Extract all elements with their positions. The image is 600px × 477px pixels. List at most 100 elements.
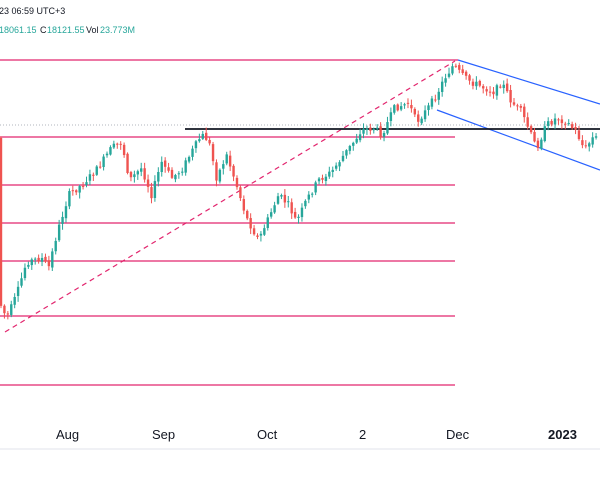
candle-body bbox=[526, 117, 529, 127]
x-tick-label: Aug bbox=[56, 427, 79, 442]
candle bbox=[78, 184, 81, 199]
channel-lower-line[interactable] bbox=[436, 109, 600, 171]
candle-body bbox=[61, 216, 64, 224]
candle bbox=[331, 166, 334, 178]
candle-body bbox=[47, 260, 51, 267]
candle-body bbox=[447, 73, 451, 77]
candle-body bbox=[482, 86, 485, 89]
candle bbox=[23, 263, 27, 281]
candle-body bbox=[0, 137, 3, 306]
candle bbox=[218, 168, 222, 184]
candle-body bbox=[191, 148, 194, 157]
candle bbox=[157, 167, 160, 187]
candle bbox=[311, 192, 314, 198]
candle bbox=[116, 142, 119, 149]
candle bbox=[239, 185, 242, 202]
candle-body bbox=[109, 147, 112, 155]
candle-body bbox=[458, 65, 461, 70]
candle-body bbox=[259, 233, 263, 236]
candle bbox=[523, 103, 526, 123]
candle-body bbox=[44, 256, 47, 262]
candle-body bbox=[533, 131, 536, 142]
candle bbox=[293, 207, 297, 219]
x-tick-label: Dec bbox=[446, 427, 470, 442]
candle bbox=[140, 162, 143, 177]
candle bbox=[509, 84, 512, 108]
candle-body bbox=[136, 171, 139, 175]
candle-body bbox=[222, 164, 225, 169]
candle-body bbox=[355, 138, 358, 143]
candle bbox=[109, 145, 112, 156]
candle-body bbox=[358, 134, 362, 141]
candle bbox=[153, 175, 157, 202]
candle bbox=[246, 209, 249, 221]
candle bbox=[61, 211, 64, 230]
candle-body bbox=[372, 129, 375, 131]
candle bbox=[194, 139, 198, 153]
candle-body bbox=[208, 140, 211, 144]
candle bbox=[198, 133, 201, 143]
candle-body bbox=[297, 216, 300, 218]
candle bbox=[287, 196, 290, 208]
candle bbox=[30, 257, 33, 270]
candle-body bbox=[37, 257, 40, 262]
candle bbox=[475, 76, 478, 90]
candle-body bbox=[246, 210, 249, 219]
candle bbox=[519, 103, 523, 112]
candle-body bbox=[150, 187, 153, 199]
candle bbox=[208, 137, 211, 146]
candle-body bbox=[153, 181, 157, 198]
candle-body bbox=[40, 257, 44, 262]
candle-body bbox=[300, 207, 304, 218]
candle-body bbox=[334, 165, 338, 169]
candle bbox=[533, 127, 536, 143]
candle-body bbox=[194, 141, 198, 149]
candle bbox=[478, 79, 481, 88]
candle-body bbox=[468, 75, 471, 81]
candle-body bbox=[382, 133, 386, 137]
candle-body bbox=[594, 136, 598, 138]
candle bbox=[20, 272, 23, 288]
candle bbox=[362, 123, 365, 139]
candle-body bbox=[57, 224, 61, 241]
candle bbox=[304, 199, 307, 209]
candle bbox=[181, 167, 184, 176]
candle bbox=[570, 121, 574, 130]
candle bbox=[396, 103, 399, 112]
candle-body bbox=[427, 105, 430, 111]
candle bbox=[369, 123, 372, 135]
candle-body bbox=[269, 212, 273, 217]
candle-body bbox=[430, 98, 434, 107]
candle-body bbox=[389, 112, 393, 121]
candle bbox=[324, 173, 328, 186]
candle-body bbox=[30, 259, 33, 266]
candle bbox=[553, 113, 557, 130]
channel-upper-line[interactable] bbox=[457, 59, 600, 105]
candle bbox=[512, 97, 516, 107]
candle bbox=[129, 170, 133, 182]
candle-body bbox=[184, 160, 187, 173]
candle-body bbox=[444, 78, 447, 83]
candle-body bbox=[577, 130, 581, 140]
candle bbox=[85, 176, 88, 188]
header-close-label: C bbox=[40, 25, 47, 35]
candle-body bbox=[591, 137, 594, 145]
candle-body bbox=[122, 144, 126, 156]
candle bbox=[10, 300, 13, 318]
header-close-value: 18121.55 bbox=[47, 25, 85, 35]
candle-body bbox=[75, 190, 78, 193]
candle-body bbox=[564, 123, 567, 125]
candle-body bbox=[570, 124, 574, 129]
candle-body bbox=[311, 193, 314, 195]
candle-body bbox=[177, 173, 181, 175]
candle bbox=[355, 133, 358, 145]
dashed-trend-line[interactable] bbox=[4, 60, 456, 333]
candle bbox=[273, 201, 276, 214]
candle-body bbox=[560, 119, 564, 124]
candle-body bbox=[119, 143, 122, 145]
candle-body bbox=[218, 169, 222, 182]
candle bbox=[581, 135, 584, 149]
candle bbox=[382, 130, 386, 142]
candle bbox=[242, 195, 246, 215]
